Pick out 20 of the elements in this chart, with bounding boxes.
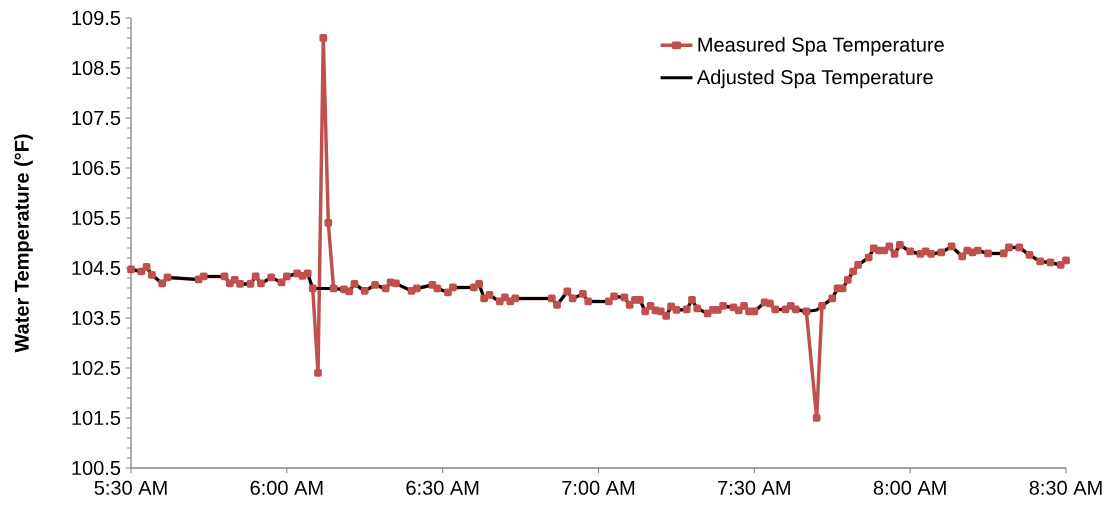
- y-tick-label: 106.5: [72, 160, 121, 176]
- x-tick-label: 8:00 AM: [873, 480, 946, 495]
- y-tick-label: 108.5: [72, 60, 121, 76]
- y-tick-label: 103.5: [72, 310, 121, 326]
- legend-label: Measured Spa Temperature: [698, 37, 944, 56]
- y-tick-label: 109.5: [72, 10, 121, 26]
- x-tick-label: 7:00 AM: [562, 480, 635, 495]
- y-axis-title: Water Temperature (°F): [14, 134, 33, 353]
- x-tick-label: 7:30 AM: [718, 480, 790, 495]
- y-tick-label: 101.5: [72, 410, 121, 426]
- y-tick-label: 107.5: [72, 110, 121, 126]
- y-tick-label: 102.5: [72, 360, 121, 376]
- y-tick-label: 104.5: [72, 260, 121, 276]
- x-tick-label: 8:30 AM: [1029, 480, 1102, 495]
- x-tick-label: 6:30 AM: [406, 480, 479, 495]
- legend-label: Adjusted Spa Temperature: [696, 69, 933, 89]
- y-tick-label: 105.5: [72, 210, 121, 226]
- x-tick-label: 5:30 AM: [94, 480, 167, 495]
- y-tick-label: 100.5: [72, 460, 121, 476]
- x-tick-label: 6:00 AM: [250, 480, 323, 495]
